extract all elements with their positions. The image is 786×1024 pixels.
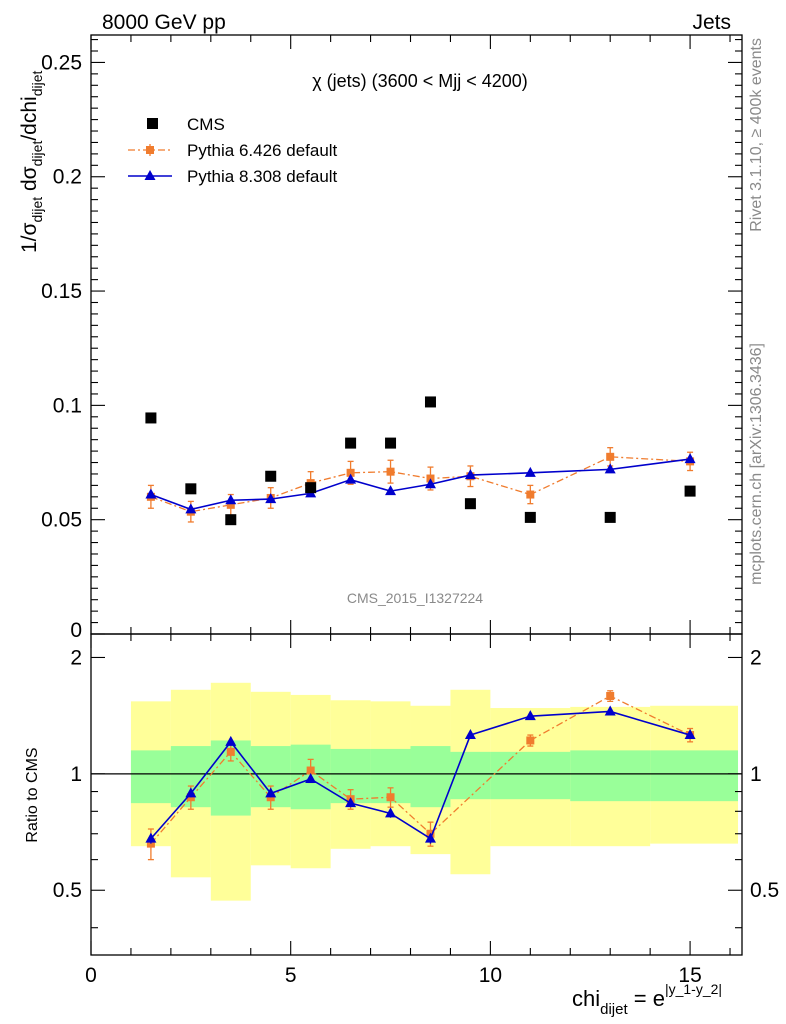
pythia6-point [386, 467, 395, 476]
cms-point [265, 470, 277, 482]
ratio-pythia6-point [226, 747, 235, 756]
y-tick-label: 0.15 [41, 280, 82, 303]
ratio-plot-panel: 0 5 10 15 0.5 0.5 1 1 2 2 Ratio to CMS chidijet =… [24, 633, 779, 1018]
ratio-pythia8-point [185, 787, 197, 798]
ratio-pythia8-point [464, 729, 476, 740]
ratio-pythia6-point [306, 766, 315, 775]
cms-point [145, 412, 157, 424]
ratio-pythia8-point [225, 735, 237, 746]
ratio-y-tick-label-left: 0.5 [53, 879, 82, 902]
pythia6-point [226, 500, 235, 509]
y-tick-label: 0.1 [53, 394, 82, 417]
inner-uncertainty-band [450, 751, 491, 800]
ratio-pythia8-point [604, 705, 616, 716]
x-tick-label: 15 [678, 964, 701, 987]
cms-point [225, 514, 237, 526]
ratio-pythia6-point [606, 691, 615, 700]
pythia8-point [684, 453, 696, 464]
inner-uncertainty-band [490, 751, 571, 800]
cms-point [464, 498, 476, 510]
pythia8-point [185, 503, 197, 514]
pythia6-point [346, 468, 355, 477]
cms-point [424, 396, 436, 408]
ratio-pythia8-point [524, 710, 536, 721]
y-tick-label: 0.05 [41, 509, 82, 532]
y-tick-label-zero: 0 [70, 619, 82, 642]
ratio-y-tick-label-right: 2 [750, 646, 762, 669]
pythia8-point [464, 469, 476, 480]
pythia8-point [265, 493, 277, 504]
x-axis-label: chidijet = e|y_1-y_2| [572, 981, 722, 1018]
y-tick-label: 0.25 [41, 51, 82, 74]
ratio-pythia8-point [684, 729, 696, 740]
pythia8-point [225, 494, 237, 505]
legend: CMS Pythia 6.426 default Pythia 8.308 de… [128, 115, 338, 186]
ratio-pythia8-point [424, 832, 436, 843]
legend-marker-pythia6 [146, 146, 154, 154]
cms-point [684, 485, 696, 497]
ratio-pythia6-point [386, 793, 395, 802]
legend-label-cms: CMS [187, 115, 225, 134]
ratio-pythia6-point [526, 736, 535, 745]
main-y-axis-label: 1/σdijet dσdijet/dchidijet [18, 71, 45, 253]
ratio-y-tick-label-left: 1 [70, 763, 82, 786]
inner-uncertainty-band [130, 750, 171, 804]
cms-point [385, 437, 397, 449]
x-tick-label: 5 [285, 964, 297, 987]
legend-item-pythia8: Pythia 8.308 default [128, 167, 338, 186]
header-right: Jets [692, 11, 731, 34]
pythia8-point [385, 485, 397, 496]
ratio-y-axis-label: Ratio to CMS [24, 747, 41, 842]
cms-point [305, 482, 317, 494]
legend-item-pythia6: Pythia 6.426 default [128, 141, 338, 160]
cms-point [345, 437, 357, 449]
ratio-pythia8-point [385, 807, 397, 818]
pythia6-point [526, 490, 535, 499]
inner-uncertainty-band [570, 750, 651, 802]
cms-point [185, 483, 197, 495]
legend-marker-cms [147, 118, 158, 129]
mcplots-text: mcplots.cern.ch [arXiv:1306.3436] [748, 343, 765, 585]
ratio-pythia8-point [265, 787, 277, 798]
legend-label-pythia8: Pythia 8.308 default [187, 167, 338, 186]
ratio-pythia8-line [150, 710, 691, 840]
x-tick-label: 0 [85, 964, 97, 987]
legend-marker-pythia8 [144, 170, 156, 180]
pythia6-line [150, 456, 691, 513]
cms-point [604, 511, 616, 523]
ratio-y-tick-label-right: 1 [750, 763, 762, 786]
svg-text:chidijet = e|y_1-y_2|: chidijet = e|y_1-y_2| [572, 981, 722, 1018]
main-plot-panel: 0.05 0.1 0.15 0.2 0.25 0 χ (jets) (3600 < Mjj… [18, 34, 743, 642]
pythia8-point [604, 463, 616, 474]
cms-point [524, 511, 536, 523]
analysis-watermark: CMS_2015_I1327224 [347, 590, 483, 606]
pythia8-point [524, 466, 536, 477]
ratio-pythia8-point [145, 832, 157, 843]
pythia6-point [606, 452, 615, 461]
ratio-pythia8-point [305, 772, 317, 783]
ratio-plot-frame [90, 633, 743, 956]
ratio-y-tick-label-right: 0.5 [750, 879, 779, 902]
pythia8-point [145, 488, 157, 499]
inner-uncertainty-band [650, 750, 739, 802]
ratio-y-tick-label-left: 2 [70, 646, 82, 669]
y-tick-label: 0.2 [53, 166, 82, 189]
legend-item-cms: CMS [147, 115, 225, 134]
ratio-pythia8-point [345, 797, 357, 808]
inner-uncertainty-band [410, 746, 451, 808]
legend-label-pythia6: Pythia 6.426 default [187, 141, 338, 160]
svg-text:1/σdijet dσdijet/dchidijet: 1/σdijet dσdijet/dchidijet [18, 71, 45, 253]
pythia8-point [345, 473, 357, 484]
pythia8-point [424, 478, 436, 489]
rivet-version-text: Rivet 3.1.10, ≥ 400k events [748, 38, 765, 232]
ratio-pythia6-line [150, 695, 691, 845]
plot-title: χ (jets) (3600 < Mjj < 4200) [312, 71, 528, 91]
header-left: 8000 GeV pp [102, 11, 226, 34]
pythia8-line [150, 458, 691, 511]
x-tick-label: 10 [479, 964, 502, 987]
